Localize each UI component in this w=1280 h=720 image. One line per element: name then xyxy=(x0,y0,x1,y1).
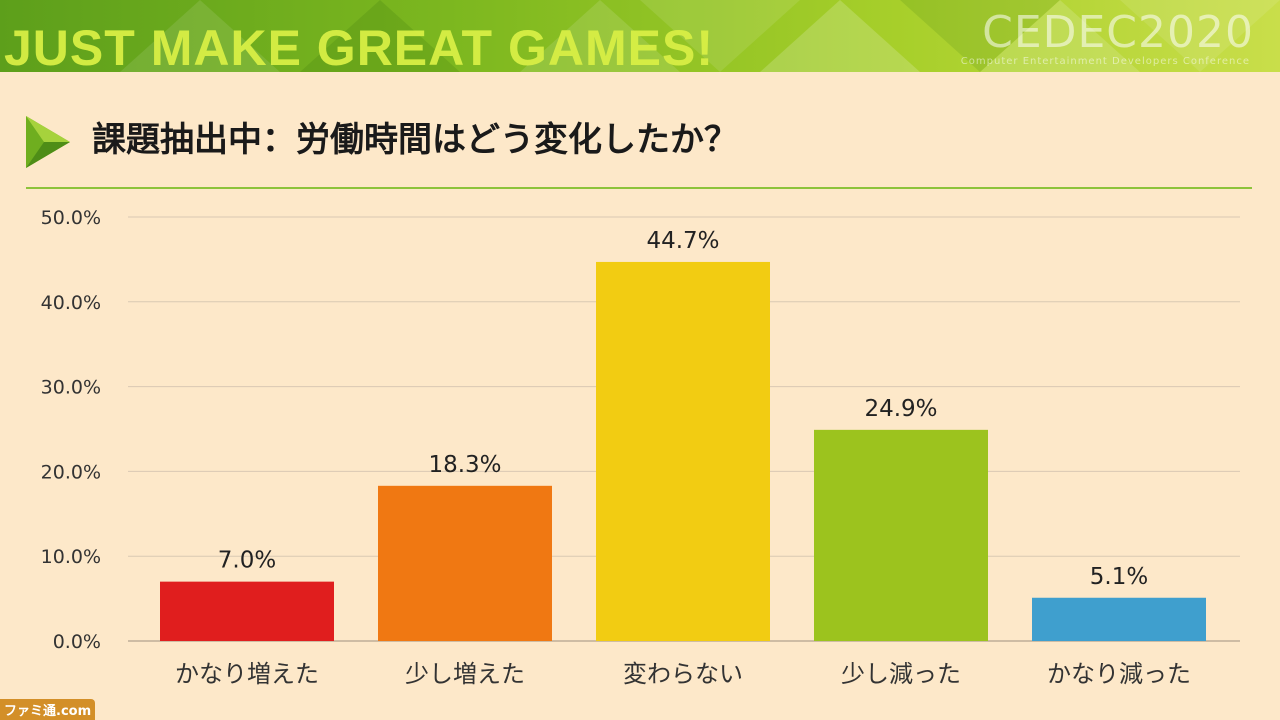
x-tick-label: かなり増えた xyxy=(175,660,319,688)
x-tick-label: 変わらない xyxy=(623,660,743,688)
chart-bars xyxy=(160,261,1206,641)
y-tick-label: 30.0% xyxy=(41,377,101,399)
banner-pattern xyxy=(120,0,1280,72)
cedec-logo: CEDEC2020 xyxy=(982,7,1254,58)
slide-header: 課題抽出中：労働時間はどう変化したか？ xyxy=(0,72,1280,192)
watermark-logo: ファミ通.com xyxy=(0,699,96,720)
x-tick-label: かなり減った xyxy=(1047,660,1191,688)
y-axis-ticks: 0.0% 10.0% 20.0% 30.0% 40.0% 50.0% xyxy=(41,207,101,653)
y-tick-label: 10.0% xyxy=(41,546,101,568)
bar-value-label: 44.7% xyxy=(646,228,719,254)
bar-value-label: 24.9% xyxy=(864,396,937,422)
y-tick-label: 40.0% xyxy=(41,292,101,314)
bar-value-label: 18.3% xyxy=(428,452,501,478)
x-tick-label: 少し減った xyxy=(841,660,961,688)
chart-value-labels: 7.0% 18.3% 44.7% 24.9% 5.1% xyxy=(218,228,1148,590)
cedec-logo-subtext: Computer Entertainment Developers Confer… xyxy=(960,56,1250,67)
x-tick-label: 少し増えた xyxy=(405,660,525,688)
bar-2 xyxy=(596,261,770,641)
bar-4 xyxy=(1032,597,1206,641)
slide-title: 課題抽出中：労働時間はどう変化したか？ xyxy=(92,120,738,160)
bar-1 xyxy=(378,485,552,641)
bar-3 xyxy=(814,429,988,641)
banner-tagline: JUST MAKE GREAT GAMES! xyxy=(4,20,714,72)
y-tick-label: 0.0% xyxy=(53,631,101,653)
title-divider xyxy=(26,187,1252,189)
bar-value-label: 7.0% xyxy=(218,548,276,574)
x-axis-ticks: かなり増えた 少し増えた 変わらない 少し減った かなり減った xyxy=(175,660,1191,688)
triangle-arrow-icon xyxy=(26,116,70,168)
banner: JUST MAKE GREAT GAMES! CEDEC2020 Compute… xyxy=(0,0,1280,72)
y-tick-label: 50.0% xyxy=(41,207,101,229)
bar-0 xyxy=(160,581,334,641)
y-tick-label: 20.0% xyxy=(41,461,101,483)
bar-value-label: 5.1% xyxy=(1090,564,1148,590)
